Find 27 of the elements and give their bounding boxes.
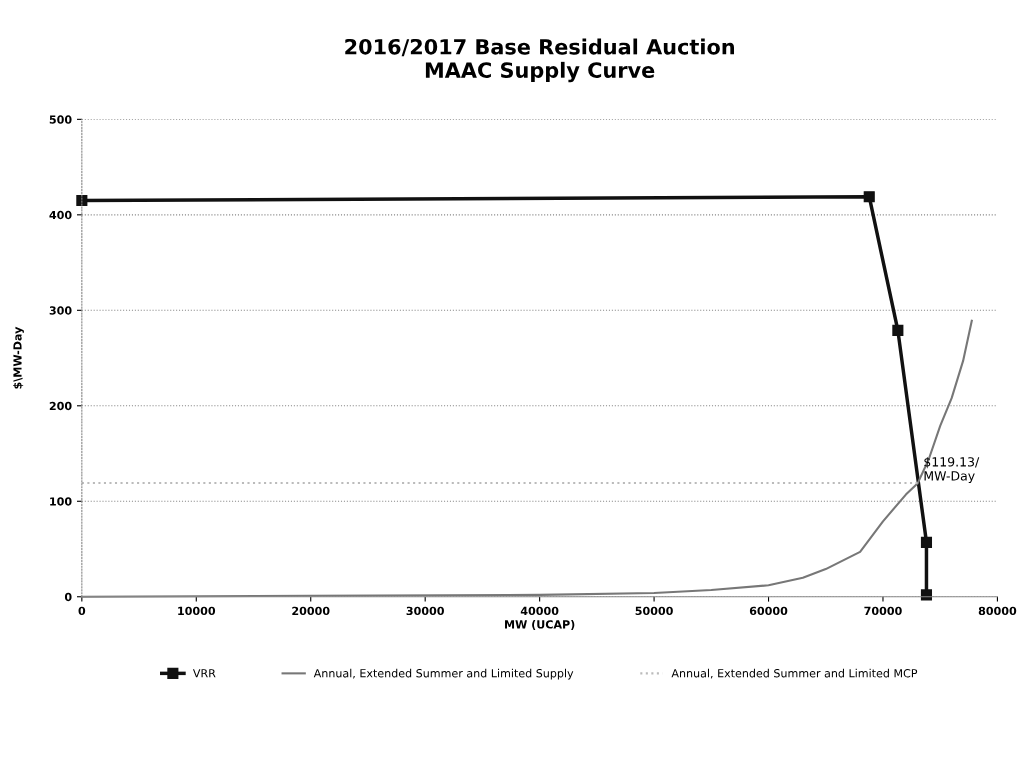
point — [76, 194, 88, 207]
x-tick-label: 80000 — [978, 606, 1017, 616]
point — [863, 191, 875, 203]
point — [920, 536, 933, 548]
x-tick-label: 30000 — [406, 606, 444, 616]
x-axis-title: MW (UCAP) — [505, 620, 575, 630]
point — [892, 324, 904, 336]
y-tick-label: 300 — [49, 306, 72, 315]
x-tick-label: 40000 — [520, 606, 559, 616]
y-tick-label: 500 — [49, 115, 72, 124]
chart-title: 2016/2017 Base Residual Auction MAAC Supply Curve — [345, 38, 735, 83]
legend-label: Annual, Extended Summer and Limited MCP — [671, 668, 918, 679]
legend-label: Annual, Extended Summer and Limited Supply — [313, 668, 574, 680]
x-tick-label: 70000 — [864, 606, 902, 616]
x-tick-label: 20000 — [292, 606, 330, 616]
legend-label: VRR — [192, 669, 216, 678]
y-tick-label: 0 — [64, 592, 72, 602]
y-tick-label: 100 — [50, 497, 72, 506]
y-tick-label: 400 — [49, 210, 72, 220]
x-tick-label: 60000 — [749, 606, 788, 616]
x-tick-label: 10000 — [178, 606, 216, 616]
x-tick-label: 50000 — [635, 606, 673, 616]
x-tick-label: 0 — [78, 606, 86, 616]
y-axis-title: $\MW-Day — [13, 326, 24, 389]
y-tick-label: 200 — [49, 401, 72, 411]
annotation: $119.13/ MW-Day — [924, 456, 980, 483]
point — [920, 589, 933, 601]
